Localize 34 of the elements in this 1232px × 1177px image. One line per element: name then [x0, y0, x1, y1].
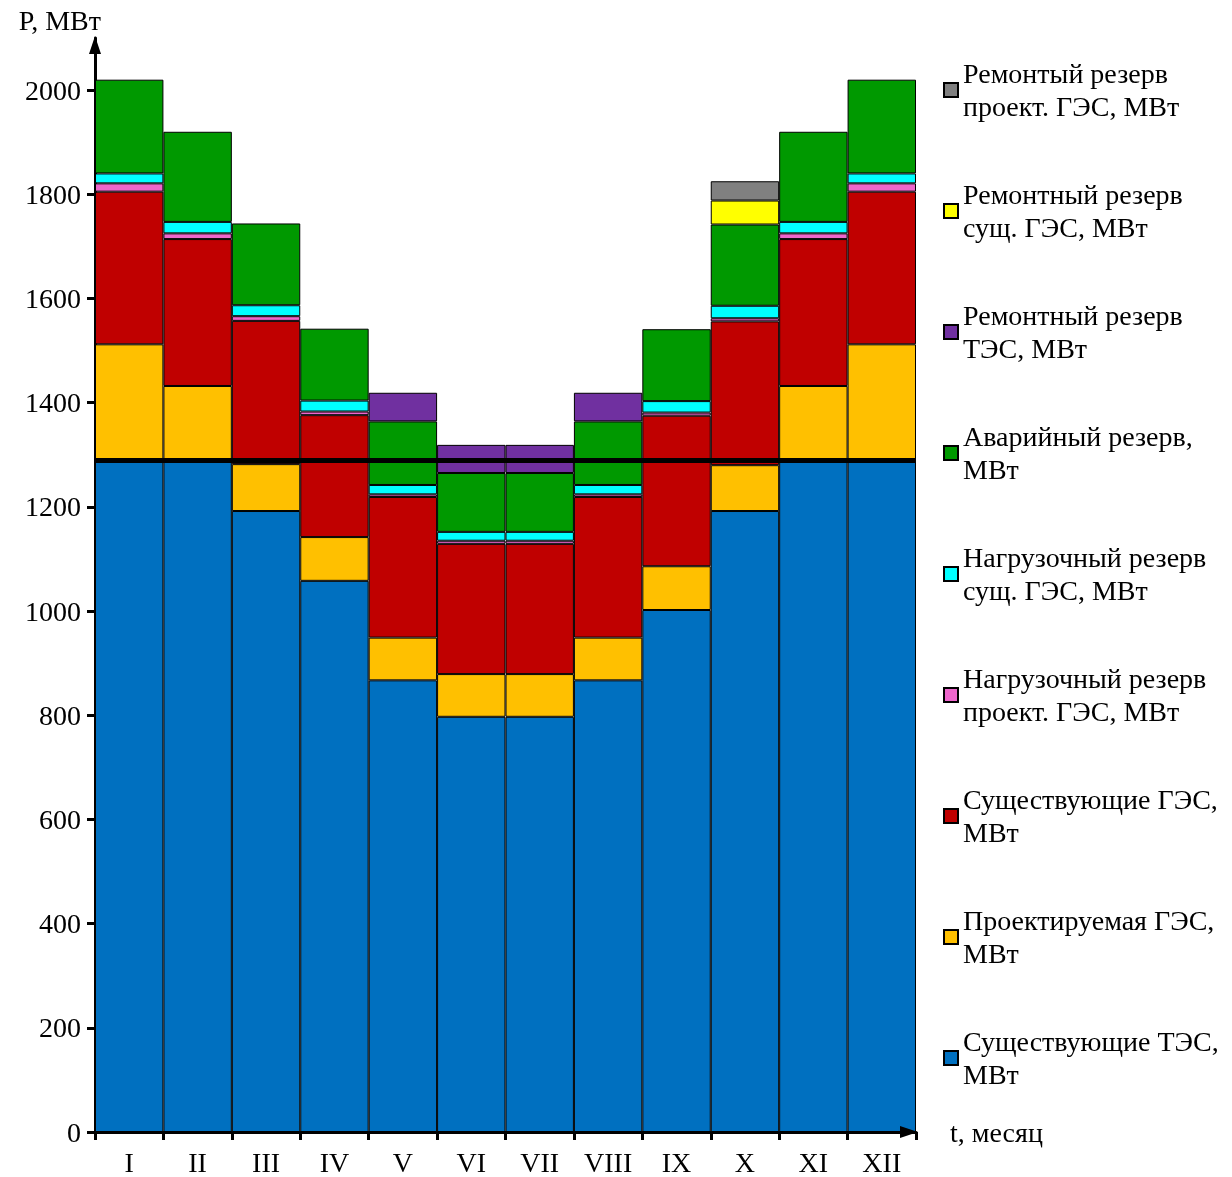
y-tick-label: 200	[39, 1012, 81, 1044]
y-tick-label: 400	[39, 908, 81, 940]
y-tick-label: 600	[39, 803, 81, 835]
legend-label: Ремонтный резерв сущ. ГЭС, МВт	[963, 179, 1183, 243]
legend-label: Проектируемая ГЭС, МВт	[963, 905, 1215, 969]
x-tick-label: VI	[456, 1146, 487, 1177]
y-tick-label: 0	[67, 1116, 81, 1148]
legend-label: Ремонтный резерв ТЭС, МВт	[963, 300, 1183, 364]
y-tick-label: 1000	[25, 595, 81, 627]
legend-label: Существующие ГЭС, МВт	[963, 784, 1218, 848]
x-tick-label: XII	[862, 1146, 902, 1177]
x-tick-label: V	[392, 1146, 413, 1177]
x-axis-title: t, месяц	[950, 1116, 1043, 1148]
legend-label: Нагрузочный резерв проект. ГЭС, МВт	[963, 663, 1207, 727]
legend-label: Аварийный резерв, МВт	[963, 421, 1193, 485]
y-tick-label: 1200	[25, 491, 81, 523]
x-tick-label: IX	[661, 1146, 692, 1177]
y-axis-title: P, МВт	[18, 4, 101, 36]
legend-label: Ремонтый резерв проект. ГЭС, МВт	[963, 58, 1180, 122]
x-tick-label: VII	[520, 1146, 560, 1177]
y-tick-label: 800	[39, 699, 81, 731]
y-tick-label: 1800	[25, 178, 81, 210]
legend-label: Нагрузочный резерв сущ. ГЭС, МВт	[963, 542, 1207, 606]
legend-label: Существующие ТЭС, МВт	[963, 1026, 1219, 1090]
y-tick-label: 1600	[25, 282, 81, 314]
x-tick-label: I	[124, 1146, 134, 1177]
x-tick-label: II	[188, 1146, 207, 1177]
x-tick-label: IV	[319, 1146, 350, 1177]
x-tick-label: III	[252, 1146, 281, 1177]
y-tick-label: 1400	[25, 387, 81, 419]
x-tick-label: X	[734, 1146, 756, 1177]
x-tick-label: VIII	[584, 1146, 633, 1177]
x-tick-label: XI	[798, 1146, 829, 1177]
y-tick-label: 2000	[25, 74, 81, 106]
